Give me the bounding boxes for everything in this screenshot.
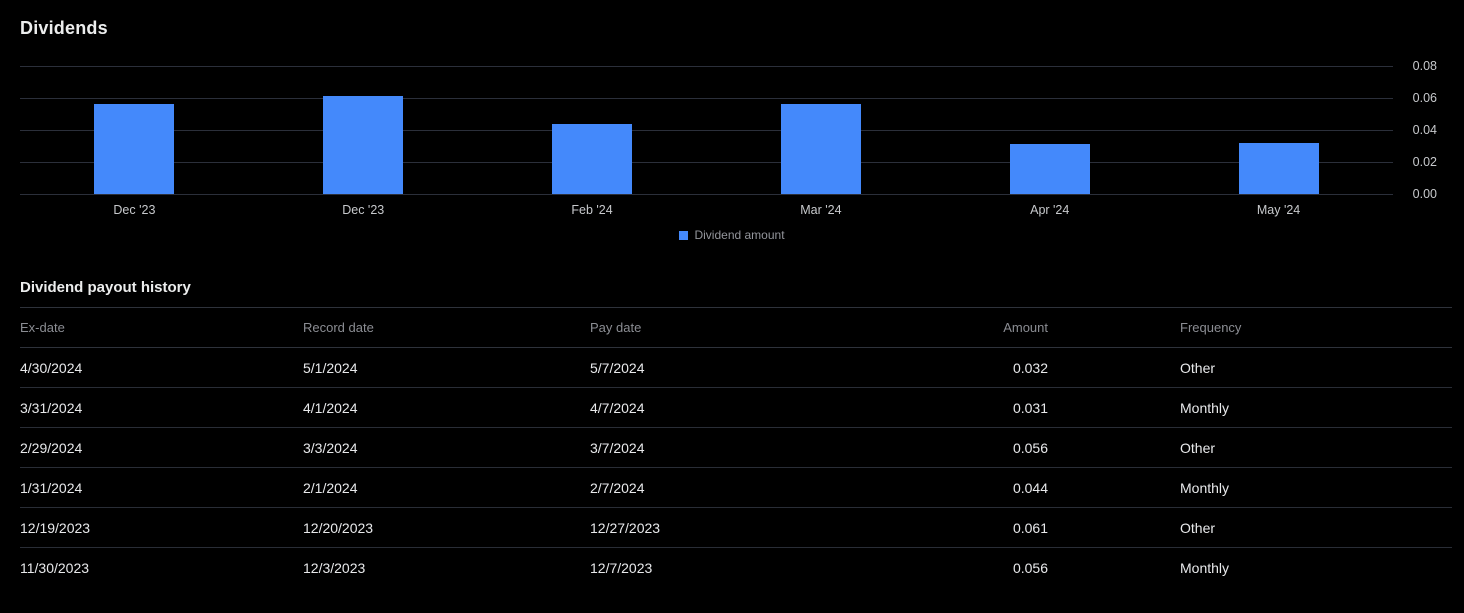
y-tick-label: 0.08 <box>1412 59 1437 73</box>
dividend-bar[interactable] <box>94 104 174 194</box>
gridline <box>20 130 1393 131</box>
cell-pay-date: 4/7/2024 <box>590 399 645 416</box>
y-tick-label: 0.06 <box>1412 91 1437 105</box>
cell-record-date: 2/1/2024 <box>303 479 358 496</box>
dividend-bar[interactable] <box>323 96 403 194</box>
plot-area <box>20 66 1393 195</box>
cell-record-date: 5/1/2024 <box>303 359 358 376</box>
cell-pay-date: 2/7/2024 <box>590 479 645 496</box>
dividend-bar[interactable] <box>781 104 861 194</box>
cell-record-date: 12/3/2023 <box>303 560 366 576</box>
chart-legend: Dividend amount <box>0 228 1464 242</box>
cell-pay-date: 12/27/2023 <box>590 519 661 536</box>
column-header-ex-date: Ex-date <box>20 320 65 335</box>
cell-record-date: 3/3/2024 <box>303 439 358 456</box>
table-row: 3/31/2024 4/1/2024 4/7/2024 0.031 Monthly <box>20 388 1452 428</box>
cell-frequency: Monthly <box>1180 399 1230 416</box>
x-tick-label: Mar '24 <box>800 203 842 217</box>
cell-pay-date: 5/7/2024 <box>590 359 645 376</box>
cell-pay-date: 3/7/2024 <box>590 439 645 456</box>
cell-ex-date: 1/31/2024 <box>20 479 83 496</box>
cell-pay-date: 12/7/2023 <box>590 560 653 576</box>
x-tick-label: Dec '23 <box>342 203 385 217</box>
table-row: 1/31/2024 2/1/2024 2/7/2024 0.044 Monthly <box>20 468 1452 508</box>
dividend-bar[interactable] <box>552 124 632 194</box>
cell-frequency: Other <box>1180 359 1216 376</box>
column-header-amount: Amount <box>1003 320 1048 335</box>
cell-frequency: Other <box>1180 439 1216 456</box>
column-header-frequency: Frequency <box>1180 320 1242 335</box>
table-row: 4/30/2024 5/1/2024 5/7/2024 0.032 Other <box>20 348 1452 388</box>
cell-ex-date: 3/31/2024 <box>20 399 83 416</box>
x-tick-label: Dec '23 <box>113 203 156 217</box>
gridline <box>20 194 1393 195</box>
x-tick-label: May '24 <box>1256 203 1301 217</box>
cell-amount: 0.061 <box>1012 519 1048 536</box>
cell-frequency: Other <box>1180 519 1216 536</box>
cell-amount: 0.044 <box>1012 479 1048 496</box>
cell-frequency: Monthly <box>1180 560 1230 576</box>
gridline <box>20 162 1393 163</box>
cell-amount: 0.032 <box>1012 359 1048 376</box>
cell-amount: 0.031 <box>1012 399 1048 416</box>
table-title: Dividend payout history <box>20 279 191 296</box>
cell-amount: 0.056 <box>1012 439 1048 456</box>
cell-record-date: 4/1/2024 <box>303 399 358 416</box>
y-tick-label: 0.04 <box>1412 123 1437 137</box>
page-title: Dividends <box>20 18 108 38</box>
cell-amount: 0.056 <box>1012 560 1048 576</box>
cell-ex-date: 4/30/2024 <box>20 359 83 376</box>
y-tick-label: 0.02 <box>1412 155 1437 169</box>
column-header-pay-date: Pay date <box>590 320 642 335</box>
cell-ex-date: 2/29/2024 <box>20 439 83 456</box>
dividends-chart: 0.08 0.06 0.04 0.02 0.00 Dec '23 Dec '23 Feb '… <box>0 0 1464 250</box>
dividend-bar[interactable] <box>1239 143 1319 194</box>
gridline <box>20 98 1393 99</box>
cell-ex-date: 12/19/2023 <box>20 519 91 536</box>
cell-ex-date: 11/30/2023 <box>20 560 90 576</box>
dividend-bar[interactable] <box>1010 144 1090 194</box>
legend-label: Dividend amount <box>694 228 785 242</box>
x-tick-label: Feb '24 <box>571 203 613 217</box>
table-row: 11/30/2023 12/3/2023 12/7/2023 0.056 Monthly <box>20 548 1452 588</box>
gridline <box>20 66 1393 67</box>
table-row: 2/29/2024 3/3/2024 3/7/2024 0.056 Other <box>20 428 1452 468</box>
y-tick-label: 0.00 <box>1412 187 1437 201</box>
table-header-row: Ex-date Record date Pay date Amount Frequenc… <box>20 307 1452 348</box>
x-tick-label: Apr '24 <box>1030 203 1070 217</box>
legend-swatch-icon <box>679 230 689 240</box>
column-header-record-date: Record date <box>303 320 374 335</box>
cell-record-date: 12/20/2023 <box>303 519 374 536</box>
table-row: 12/19/2023 12/20/2023 12/27/2023 0.061 Other <box>20 508 1452 548</box>
cell-frequency: Monthly <box>1180 479 1230 496</box>
dividend-history-table: Ex-date Record date Pay date Amount Frequenc… <box>20 307 1452 588</box>
